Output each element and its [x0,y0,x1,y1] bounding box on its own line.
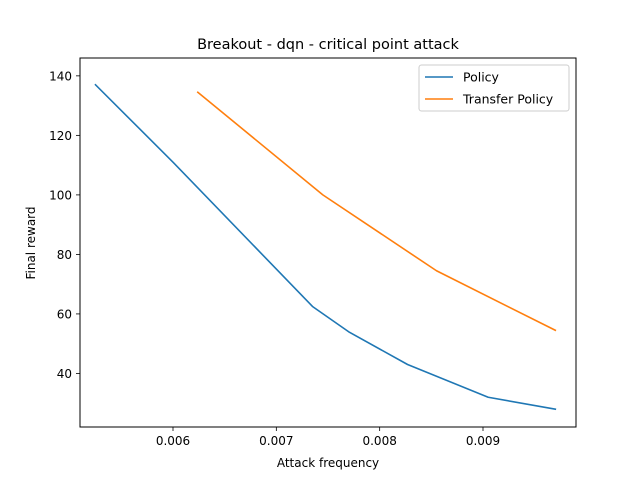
series-line-policy [94,83,557,411]
x-tick-label: 0.008 [362,434,396,448]
y-tick-label: 140 [49,69,72,83]
legend-label-policy: Policy [463,70,500,85]
y-tick-label: 100 [49,188,72,202]
plot-area [94,83,557,411]
y-tick-label: 60 [57,307,72,321]
axes-frame [79,57,577,428]
x-tick-label: 0.007 [259,434,293,448]
y-tick-label: 120 [49,129,72,143]
y-tick-label: 40 [57,367,72,381]
x-tick-label: 0.009 [466,434,500,448]
x-tick-label: 0.006 [156,434,190,448]
y-axis-label: Final reward [24,206,38,279]
legend: Policy Transfer Policy [418,64,570,112]
y-tick-label: 80 [57,248,72,262]
chart-title: Breakout - dqn - critical point attack [197,37,459,53]
legend-label-transfer-policy: Transfer Policy [462,92,554,107]
x-axis-label: Attack frequency [277,456,379,470]
legend-box [418,64,570,112]
axis-ticks: 0.006 0.007 0.008 0.009 40 60 80 100 120 140 [49,69,500,448]
series-line-transfer-policy [196,91,557,332]
